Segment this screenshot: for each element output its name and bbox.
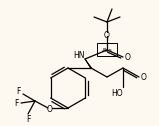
Text: O: O [141, 72, 146, 82]
Text: F: F [26, 115, 30, 123]
Text: O: O [104, 31, 110, 40]
Text: O: O [124, 53, 130, 61]
Text: HO: HO [111, 89, 123, 99]
Text: F: F [14, 99, 18, 107]
Text: F: F [16, 87, 20, 97]
Polygon shape [85, 59, 92, 68]
Text: HN: HN [73, 52, 85, 60]
Text: Abs: Abs [102, 48, 112, 53]
FancyBboxPatch shape [97, 43, 117, 56]
Text: O: O [47, 104, 52, 114]
